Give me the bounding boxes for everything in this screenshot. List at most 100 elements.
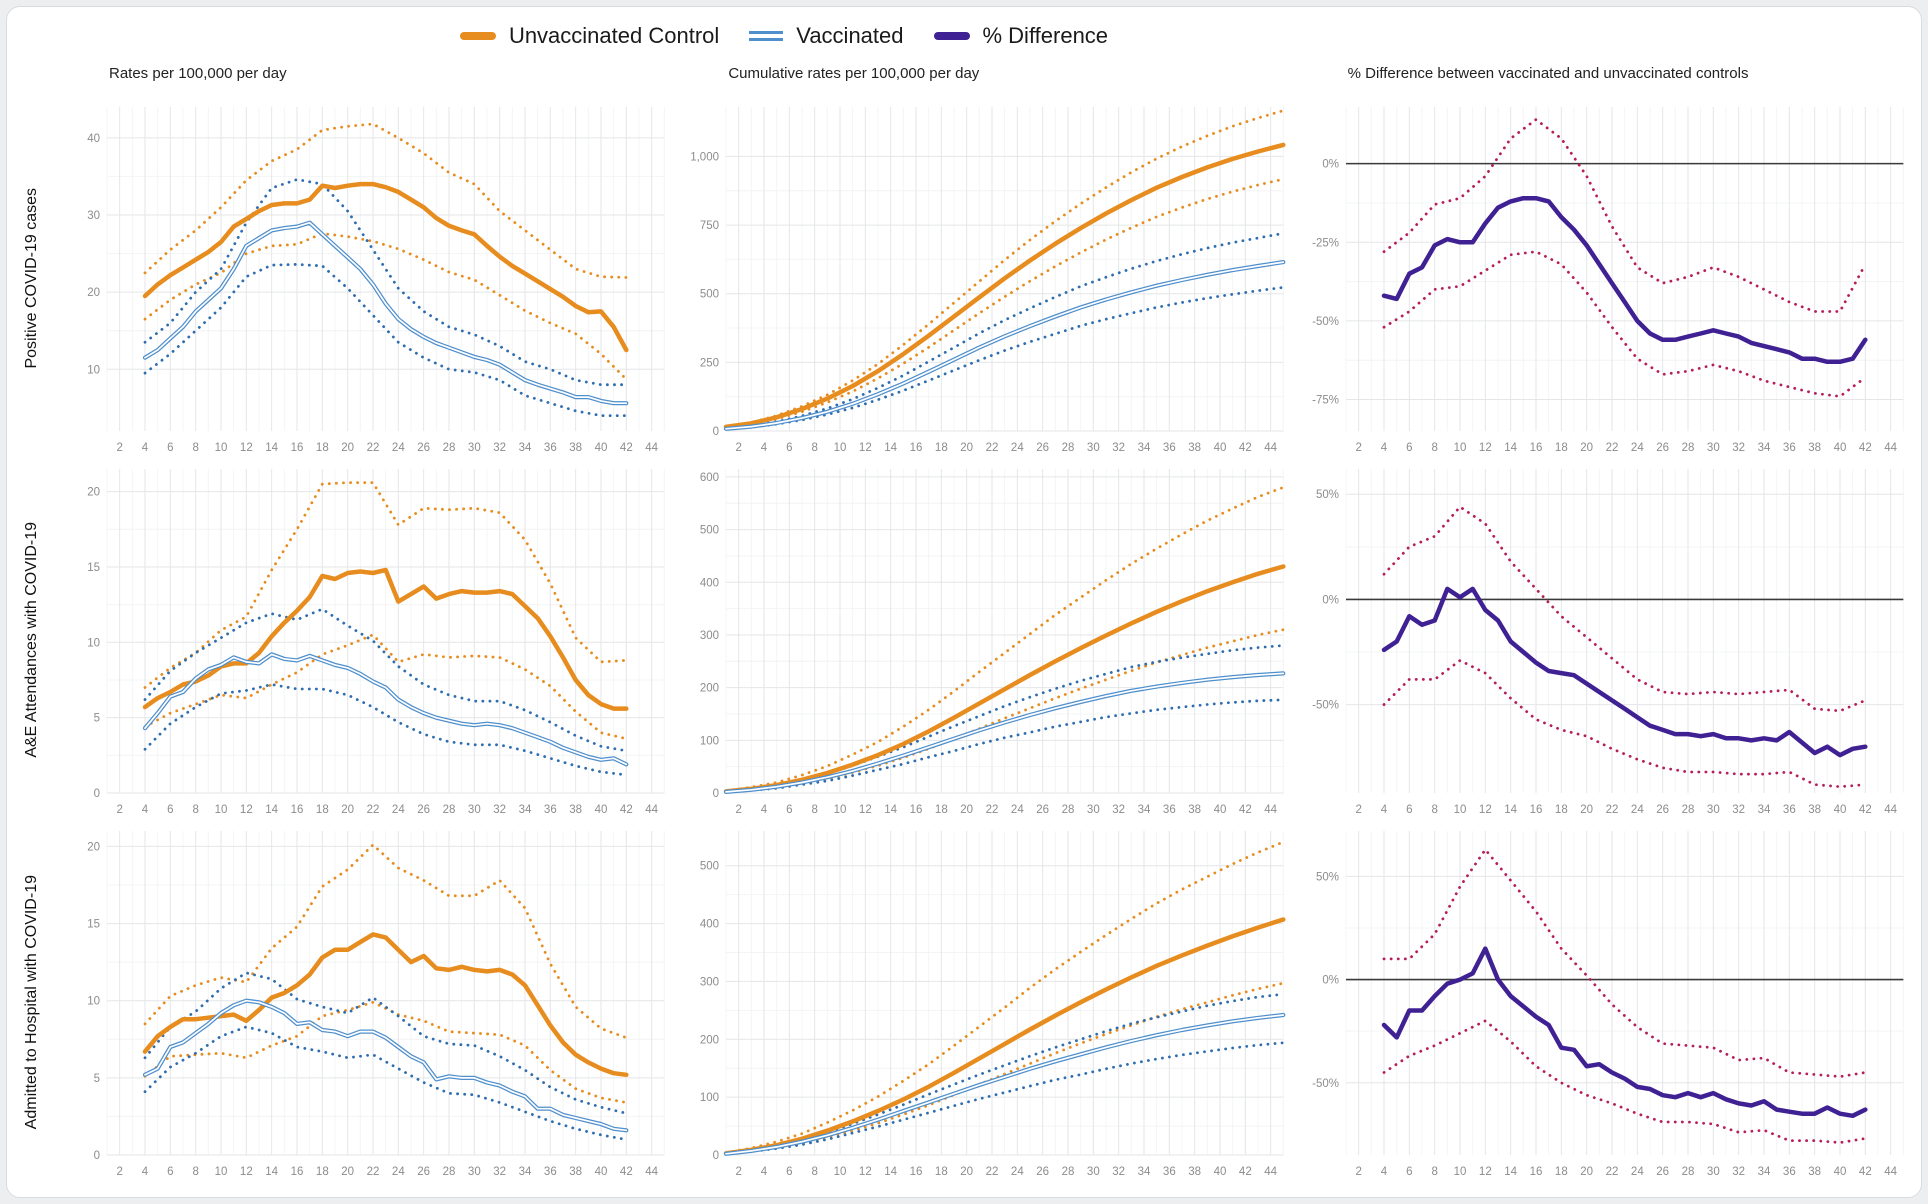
- svg-text:40: 40: [595, 804, 608, 816]
- svg-text:34: 34: [519, 442, 532, 454]
- svg-text:44: 44: [1884, 804, 1897, 816]
- svg-text:18: 18: [316, 442, 329, 454]
- svg-text:5: 5: [94, 1073, 100, 1085]
- svg-text:36: 36: [544, 804, 557, 816]
- svg-text:200: 200: [700, 683, 719, 695]
- svg-text:6: 6: [786, 1166, 792, 1178]
- svg-text:200: 200: [700, 1034, 719, 1046]
- svg-text:6: 6: [1406, 442, 1412, 454]
- svg-text:38: 38: [1808, 804, 1821, 816]
- svg-text:36: 36: [1163, 1166, 1176, 1178]
- svg-text:0%: 0%: [1322, 159, 1339, 171]
- svg-text:18: 18: [935, 804, 948, 816]
- admitted-cumulative-plot: 2 4 6 8 10 12 14 16 18 20 22 24 26 28 30 32 34 36 38 40 42 44…: [700, 831, 1286, 1178]
- legend-label: Unvaccinated Control: [508, 23, 720, 48]
- svg-text:16: 16: [1529, 804, 1542, 816]
- svg-text:44: 44: [1265, 1166, 1278, 1178]
- svg-text:22: 22: [1605, 804, 1618, 816]
- svg-text:0: 0: [94, 788, 100, 800]
- svg-text:38: 38: [1189, 442, 1202, 454]
- svg-text:38: 38: [1189, 1166, 1202, 1178]
- svg-text:15: 15: [87, 562, 100, 574]
- legend-label: Vaccinated: [796, 23, 904, 48]
- svg-text:20: 20: [87, 841, 100, 853]
- svg-text:600: 600: [700, 472, 719, 484]
- ae-cumulative-plot: 2 4 6 8 10 12 14 16 18 20 22 24 26 28 30 32 34 36 38 40 42 44…: [700, 469, 1286, 816]
- svg-text:42: 42: [1859, 804, 1872, 816]
- svg-text:26: 26: [417, 442, 430, 454]
- svg-text:1,000: 1,000: [691, 151, 720, 163]
- svg-text:10: 10: [1453, 1166, 1466, 1178]
- row-label-ae-attendances: A&E Attendances with COVID-19: [23, 522, 40, 758]
- svg-text:0%: 0%: [1322, 975, 1339, 987]
- svg-text:20: 20: [1580, 804, 1593, 816]
- svg-text:300: 300: [700, 630, 719, 642]
- svg-text:10: 10: [834, 1166, 847, 1178]
- svg-text:20: 20: [341, 442, 354, 454]
- svg-text:100: 100: [700, 735, 719, 747]
- svg-text:20: 20: [961, 804, 974, 816]
- svg-text:38: 38: [569, 1166, 582, 1178]
- svg-text:38: 38: [1808, 442, 1821, 454]
- svg-text:38: 38: [569, 442, 582, 454]
- svg-text:14: 14: [265, 804, 278, 816]
- svg-text:4: 4: [142, 1166, 149, 1178]
- svg-text:500: 500: [700, 289, 719, 301]
- svg-text:24: 24: [1631, 442, 1644, 454]
- svg-text:30: 30: [1087, 1166, 1100, 1178]
- svg-text:36: 36: [544, 1166, 557, 1178]
- svg-text:24: 24: [392, 1166, 405, 1178]
- svg-text:28: 28: [1062, 804, 1075, 816]
- svg-text:26: 26: [1656, 442, 1669, 454]
- svg-text:42: 42: [620, 442, 633, 454]
- positive-cumulative-plot: 2 4 6 8 10 12 14 16 18 20 22 24 26 28 30 32 34 36 38 40 42 44…: [691, 107, 1286, 454]
- svg-text:8: 8: [1431, 1166, 1437, 1178]
- svg-text:16: 16: [1529, 1166, 1542, 1178]
- svg-text:4: 4: [1380, 442, 1387, 454]
- svg-text:20: 20: [1580, 1166, 1593, 1178]
- svg-text:32: 32: [1732, 442, 1745, 454]
- svg-text:5: 5: [94, 713, 100, 725]
- svg-text:22: 22: [986, 1166, 999, 1178]
- svg-text:36: 36: [1783, 1166, 1796, 1178]
- svg-text:10: 10: [215, 1166, 228, 1178]
- svg-text:12: 12: [1479, 1166, 1492, 1178]
- svg-text:16: 16: [291, 804, 304, 816]
- svg-text:0: 0: [94, 1150, 100, 1162]
- svg-text:500: 500: [700, 525, 719, 537]
- svg-text:18: 18: [1555, 804, 1568, 816]
- chart-ae-difference: 2 4 6 8 10 12 14 16 18 20 22 24 26 28 30 32 34 36 38 40 42 44…: [1294, 459, 1913, 821]
- svg-text:34: 34: [1138, 1166, 1151, 1178]
- svg-text:18: 18: [935, 1166, 948, 1178]
- svg-text:20: 20: [341, 1166, 354, 1178]
- svg-text:16: 16: [910, 804, 923, 816]
- svg-text:8: 8: [812, 442, 818, 454]
- svg-text:22: 22: [367, 442, 380, 454]
- svg-text:6: 6: [167, 442, 173, 454]
- svg-text:10: 10: [215, 442, 228, 454]
- svg-text:8: 8: [1431, 442, 1437, 454]
- svg-text:26: 26: [1656, 1166, 1669, 1178]
- svg-text:0: 0: [713, 788, 719, 800]
- svg-text:36: 36: [1783, 804, 1796, 816]
- svg-text:12: 12: [240, 442, 253, 454]
- svg-text:12: 12: [859, 442, 872, 454]
- svg-text:24: 24: [1011, 442, 1024, 454]
- col-title-difference: % Difference between vaccinated and unva…: [1347, 65, 1749, 82]
- chart-ae-cumulative: 2 4 6 8 10 12 14 16 18 20 22 24 26 28 30 32 34 36 38 40 42 44…: [674, 459, 1293, 821]
- svg-text:34: 34: [1757, 804, 1770, 816]
- svg-text:14: 14: [265, 1166, 278, 1178]
- svg-text:10: 10: [87, 364, 100, 376]
- svg-text:22: 22: [367, 1166, 380, 1178]
- svg-text:30: 30: [1087, 804, 1100, 816]
- svg-text:24: 24: [1011, 1166, 1024, 1178]
- svg-text:18: 18: [316, 1166, 329, 1178]
- svg-text:38: 38: [1808, 1166, 1821, 1178]
- svg-text:26: 26: [1037, 442, 1050, 454]
- svg-text:42: 42: [620, 804, 633, 816]
- chart-positive-difference: 2 4 6 8 10 12 14 16 18 20 22 24 26 28 30 32 34 36 38 40 42 44…: [1294, 97, 1913, 459]
- svg-text:44: 44: [1884, 1166, 1897, 1178]
- svg-text:2: 2: [736, 804, 742, 816]
- svg-text:750: 750: [700, 220, 719, 232]
- svg-text:40: 40: [595, 1166, 608, 1178]
